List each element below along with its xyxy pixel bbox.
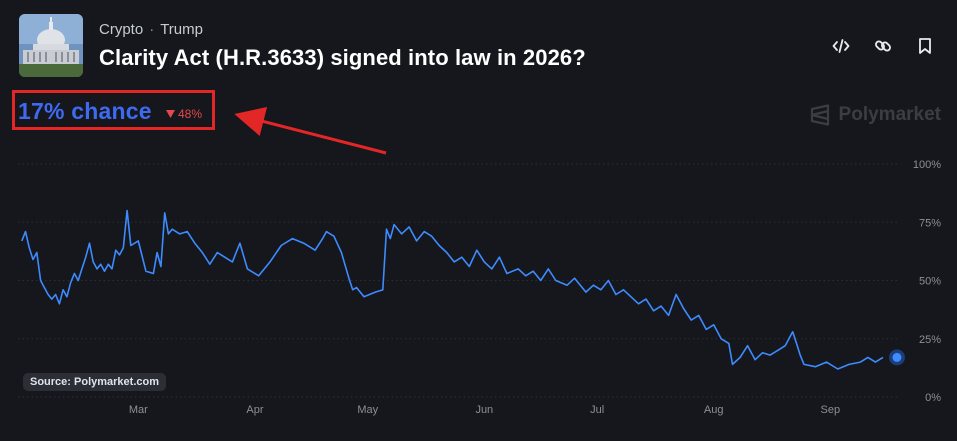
x-tick-label: Aug xyxy=(704,404,724,416)
bookmark-button[interactable] xyxy=(915,36,935,56)
current-value-dot xyxy=(892,352,902,362)
y-tick-label: 75% xyxy=(919,217,941,229)
series-line xyxy=(21,209,884,370)
polymarket-logo-icon xyxy=(810,104,829,126)
bookmark-icon xyxy=(919,38,931,54)
link-icon xyxy=(875,40,891,52)
source-badge: Source: Polymarket.com xyxy=(23,373,166,391)
annotation-arrow xyxy=(234,106,387,155)
category-link[interactable]: Crypto xyxy=(99,21,144,38)
header-actions xyxy=(831,36,935,56)
breadcrumb: Crypto · Trump xyxy=(99,21,203,38)
x-tick-label: Jun xyxy=(475,404,493,416)
y-tick-label: 0% xyxy=(925,392,941,404)
chance-label: 17% chance xyxy=(18,98,152,124)
down-triangle-icon xyxy=(166,110,175,118)
x-tick-label: Apr xyxy=(246,404,263,416)
x-tick-label: Mar xyxy=(129,404,148,416)
brand-name: Polymarket xyxy=(838,104,941,125)
x-tick-label: Jul xyxy=(590,404,604,416)
x-tick-label: May xyxy=(357,404,378,416)
market-title: Clarity Act (H.R.3633) signed into law i… xyxy=(99,45,586,70)
x-tick-label: Sep xyxy=(821,404,841,416)
polymarket-brand: Polymarket xyxy=(809,104,941,126)
y-tick-label: 50% xyxy=(919,276,941,288)
code-icon xyxy=(832,39,850,53)
change-indicator: 48% xyxy=(166,107,202,121)
annotation-highlight-box xyxy=(12,90,215,130)
embed-button[interactable] xyxy=(831,36,851,56)
breadcrumb-separator: · xyxy=(149,21,155,38)
y-tick-label: 100% xyxy=(913,159,941,171)
capitol-thumbnail xyxy=(19,14,83,77)
tag-link[interactable]: Trump xyxy=(160,21,203,38)
copy-link-button[interactable] xyxy=(873,36,893,56)
y-tick-label: 25% xyxy=(919,334,941,346)
change-value: 48% xyxy=(178,107,203,121)
